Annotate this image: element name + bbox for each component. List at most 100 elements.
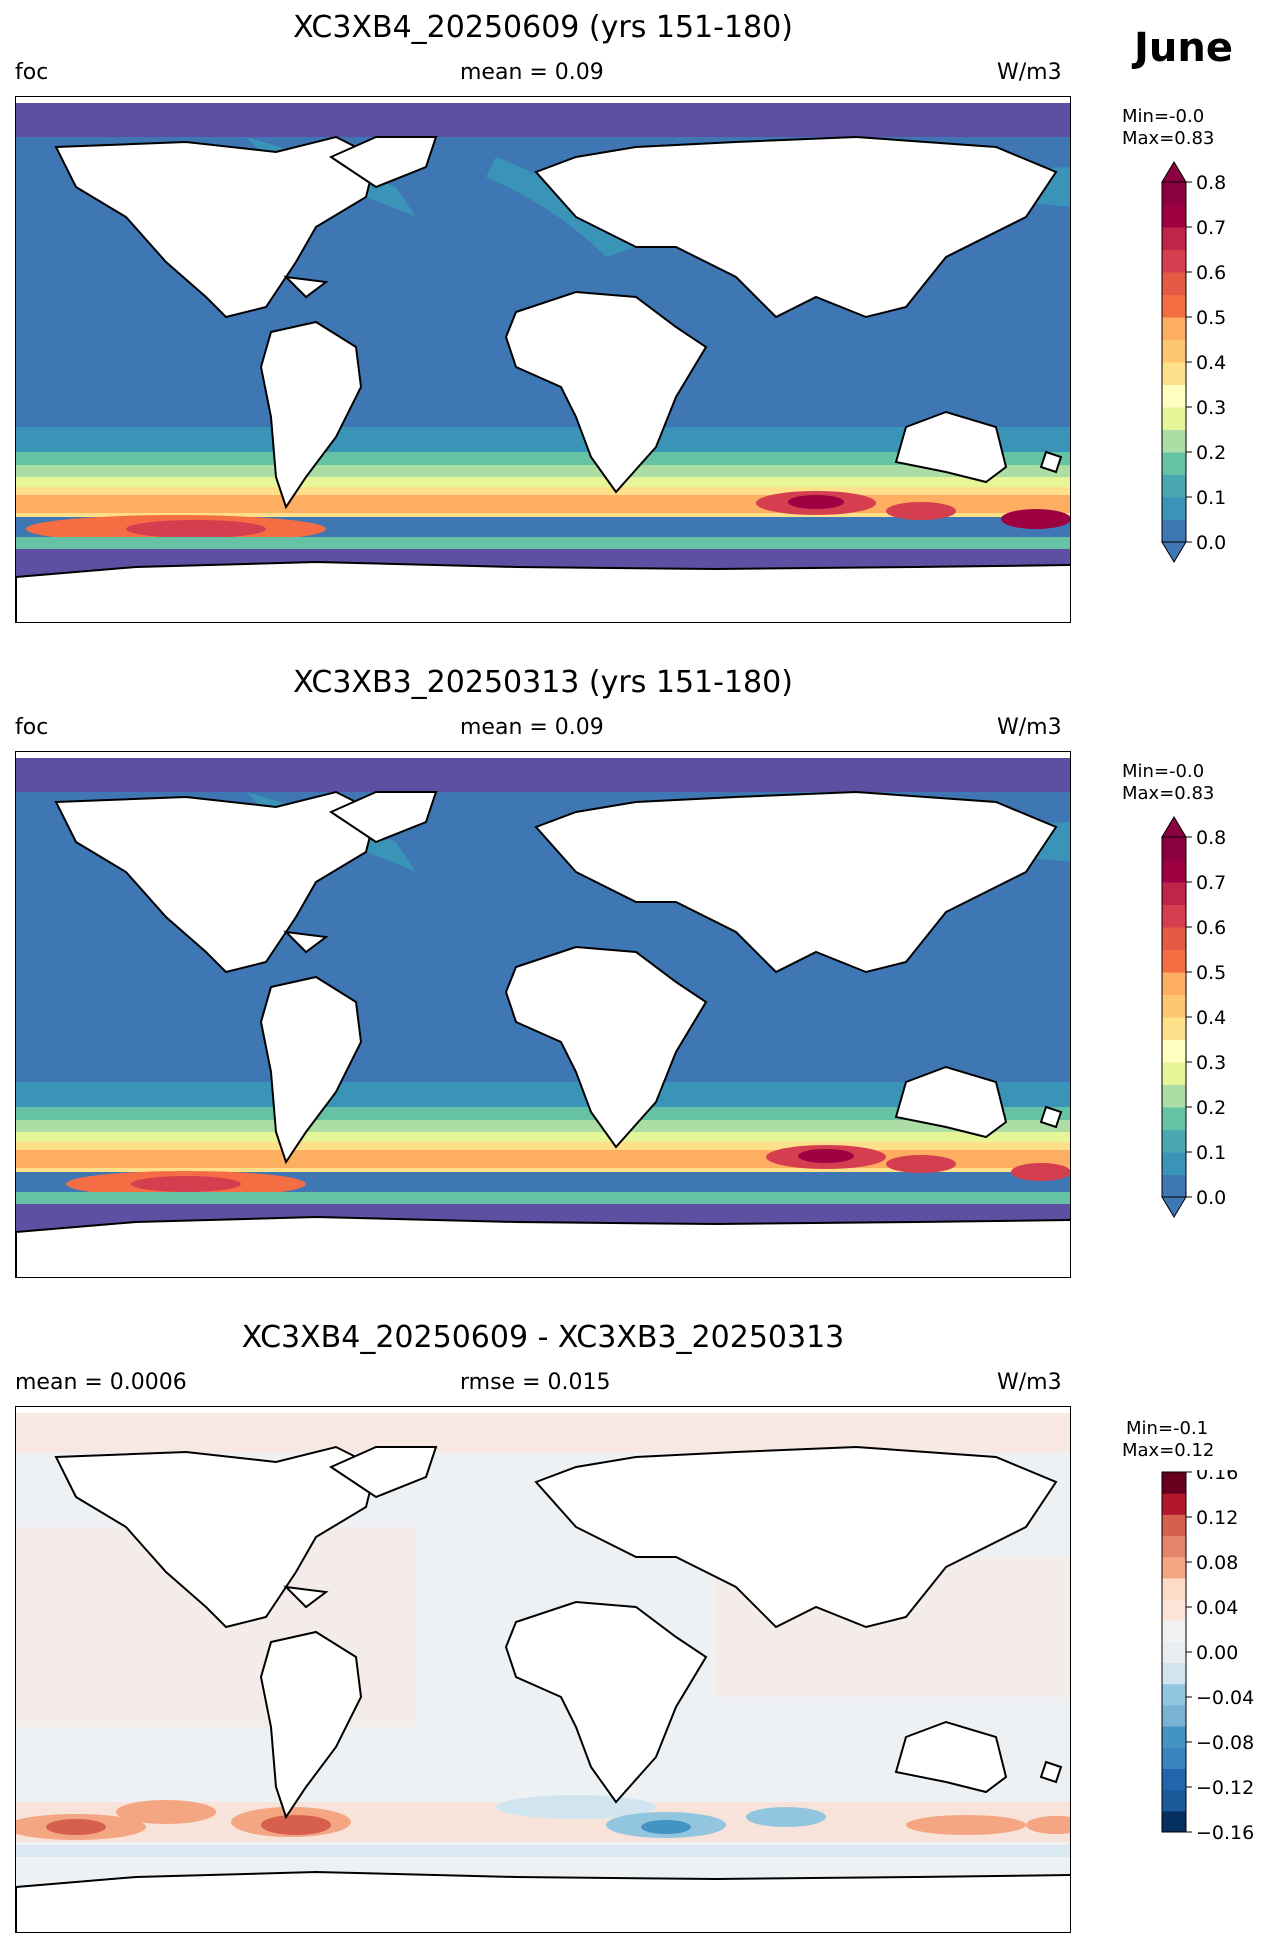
panel-1-map bbox=[15, 96, 1071, 623]
colorbar-tick-label: 0.8 bbox=[1196, 827, 1226, 849]
panel-2-colorbar: 0.8 0.7 0.6 0.5 0.4 0.3 0.2 0.1 0.0 bbox=[1160, 815, 1270, 1239]
south-america bbox=[259, 320, 363, 510]
continents bbox=[16, 1445, 1070, 1932]
colorbar-tick-label: 0.2 bbox=[1196, 442, 1226, 464]
pos-4 bbox=[906, 1815, 1026, 1835]
core-1b bbox=[126, 520, 266, 538]
core-3 bbox=[886, 1155, 956, 1173]
panel-2-field bbox=[16, 752, 1070, 1277]
new-zealand bbox=[1039, 450, 1063, 474]
pos-1b bbox=[46, 1819, 106, 1835]
colorbar-segment bbox=[1162, 204, 1186, 228]
panel-2-min-text: Min=-0.0 bbox=[1122, 761, 1205, 782]
panel-3-field bbox=[16, 1407, 1070, 1932]
north-america bbox=[54, 1445, 378, 1629]
colorbar-segment bbox=[1162, 1810, 1186, 1833]
colorbar-extend-min bbox=[1161, 541, 1187, 563]
pos-2 bbox=[116, 1800, 216, 1824]
cuba bbox=[283, 930, 329, 954]
panel-3-units-label: W/m3 bbox=[997, 1370, 1062, 1395]
panel-3-min-text: Min=-0.1 bbox=[1126, 1418, 1209, 1439]
africa bbox=[504, 290, 708, 494]
colorbar-segment bbox=[1162, 182, 1186, 205]
panel-3-colorbar: 0.16 0.12 0.08 0.04 0.00 −0.04 −0.08 −0.12 −0.16 bbox=[1160, 1462, 1270, 1854]
colorbar-segment bbox=[1162, 1641, 1186, 1664]
panel-1-colorbar: 0.8 0.7 0.6 0.5 0.4 0.3 0.2 0.1 0.0 bbox=[1160, 160, 1270, 584]
north-america bbox=[54, 790, 378, 974]
colorbar-segment bbox=[1162, 384, 1186, 408]
colorbar-extend-max bbox=[1161, 161, 1187, 183]
core-4 bbox=[1011, 1163, 1070, 1181]
colorbar-tick-label: 0.6 bbox=[1196, 262, 1226, 284]
colorbar-segment bbox=[1162, 1017, 1186, 1040]
arctic-band bbox=[16, 758, 1070, 792]
panel-2-mean-label: mean = 0.09 bbox=[460, 715, 604, 740]
neg-band bbox=[16, 1845, 1070, 1857]
colorbar-tick-label: 0.4 bbox=[1196, 352, 1226, 374]
colorbar-tick-label: −0.04 bbox=[1196, 1687, 1254, 1709]
pos-5 bbox=[1026, 1816, 1070, 1834]
panel-1-field bbox=[16, 97, 1070, 622]
panel-1-min-text: Min=-0.0 bbox=[1122, 106, 1205, 127]
colorbar-tick-label: −0.16 bbox=[1196, 1822, 1254, 1844]
south-america bbox=[259, 975, 363, 1165]
colorbar-segment bbox=[1162, 1577, 1186, 1600]
core-3 bbox=[886, 502, 956, 520]
colorbar-segment bbox=[1162, 1726, 1186, 1748]
antarctica bbox=[16, 1870, 1070, 1932]
colorbar-tick-label: 0.12 bbox=[1196, 1507, 1238, 1529]
core-2b bbox=[798, 1149, 854, 1163]
colorbar-segment bbox=[1162, 1768, 1186, 1791]
colorbar-segment bbox=[1162, 1535, 1186, 1558]
core-2b bbox=[788, 495, 844, 509]
panel-2-map bbox=[15, 751, 1071, 1278]
colorbar-segment bbox=[1162, 317, 1186, 340]
colorbar-segment bbox=[1162, 1152, 1186, 1175]
colorbar-tick-label: 0.1 bbox=[1196, 487, 1226, 509]
month-label: June bbox=[1134, 25, 1233, 71]
neg-3 bbox=[746, 1807, 826, 1827]
colorbar-tick-label: 0.5 bbox=[1196, 307, 1226, 329]
colorbar-segment bbox=[1162, 429, 1186, 453]
panel-2-variable-label: foc bbox=[15, 715, 49, 740]
colorbar-segment bbox=[1162, 452, 1186, 475]
colorbar-segment bbox=[1162, 1129, 1186, 1153]
greenland bbox=[328, 791, 438, 844]
colorbar-tick-label: 0.04 bbox=[1196, 1597, 1238, 1619]
colorbar-segment bbox=[1162, 227, 1186, 250]
colorbar-segment bbox=[1162, 1493, 1186, 1515]
colorbar-segment bbox=[1162, 972, 1186, 995]
panel-3-mean-label: mean = 0.0006 bbox=[15, 1370, 187, 1395]
eurasia bbox=[534, 135, 1058, 319]
cuba bbox=[283, 275, 329, 299]
panel-1-max-text: Max=0.83 bbox=[1122, 128, 1215, 149]
colorbar-segment bbox=[1162, 882, 1186, 905]
colorbar-segment bbox=[1162, 1174, 1186, 1198]
colorbar-svg: 0.16 0.12 0.08 0.04 0.00 −0.04 −0.08 −0.12 −0.16 bbox=[1161, 1462, 1254, 1844]
colorbar-segment bbox=[1162, 497, 1186, 520]
colorbar-svg: 0.8 0.7 0.6 0.5 0.4 0.3 0.2 0.1 0.0 bbox=[1161, 161, 1226, 563]
colorbar-segment bbox=[1162, 859, 1186, 883]
panel-2-title: XC3XB3_20250313 (yrs 151-180) bbox=[293, 665, 793, 700]
africa bbox=[504, 1600, 708, 1804]
colorbar-extend-min bbox=[1161, 1196, 1187, 1218]
new-zealand bbox=[1039, 1105, 1063, 1129]
colorbar-segment bbox=[1162, 1662, 1186, 1685]
australia bbox=[894, 1065, 1008, 1139]
colorbar-segment bbox=[1162, 1472, 1186, 1494]
colorbar-tick-label: 0.00 bbox=[1196, 1642, 1238, 1664]
eurasia bbox=[534, 790, 1058, 974]
colorbar-segment bbox=[1162, 904, 1186, 928]
colorbar-tick-label: 0.7 bbox=[1196, 217, 1226, 239]
colorbar-segment bbox=[1162, 519, 1186, 543]
colorbar-tick-label: 0.0 bbox=[1196, 1187, 1226, 1209]
antarctica bbox=[16, 1215, 1070, 1277]
colorbar-segment bbox=[1162, 1683, 1186, 1706]
colorbar-segment bbox=[1162, 1039, 1186, 1063]
panel-1-mean-label: mean = 0.09 bbox=[460, 60, 604, 85]
colorbar-tick-label: 0.1 bbox=[1196, 1142, 1226, 1164]
panel-1-variable-label: foc bbox=[15, 60, 49, 85]
panel-3-rmse-label: rmse = 0.015 bbox=[460, 1370, 611, 1395]
continents bbox=[16, 135, 1070, 622]
colorbar-tick-label: 0.3 bbox=[1196, 1052, 1226, 1074]
